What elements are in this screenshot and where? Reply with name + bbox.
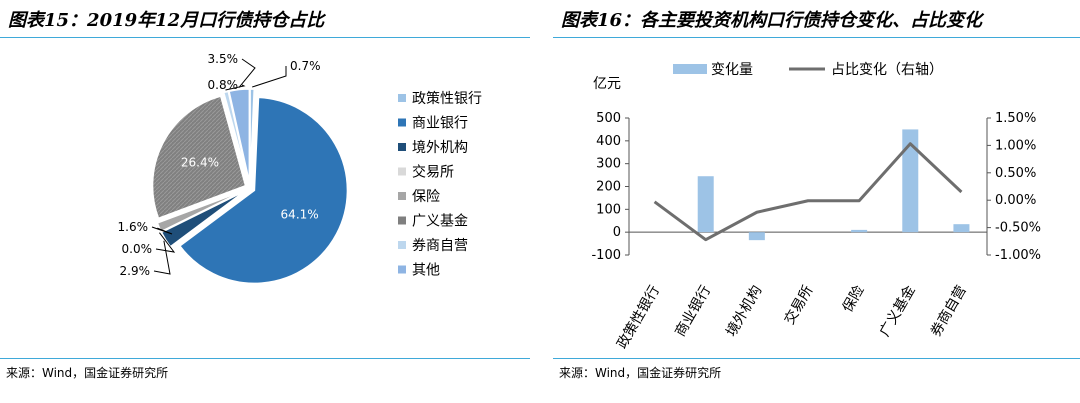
x-tick-label: 保险 <box>840 283 868 315</box>
y2-tick-label: 1.00% <box>995 138 1036 153</box>
y-tick-label: -100 <box>591 248 621 263</box>
bar <box>953 224 970 233</box>
pie-slice <box>178 96 349 285</box>
y2-tick-label: -0.50% <box>995 221 1041 236</box>
pie-slice <box>151 95 247 220</box>
pie-data-label: 64.1% <box>281 207 319 221</box>
x-tick-label: 券商自营 <box>928 283 970 339</box>
combo-chart: 500 400 300 200 100 0 -100 1.50% 1.00% 0.50% 0.00%… <box>591 62 1041 352</box>
combo-panel: 图表16：各主要投资机构口行债持仓变化、占比变化 500 400 300 200 100… <box>553 0 1080 403</box>
pie-source-note: 来源：Wind，国金证券研究所 <box>6 366 169 380</box>
y2-tick-label: 0.00% <box>995 193 1036 208</box>
pie-slice <box>222 90 250 183</box>
legend-entry: 商业银行 <box>412 116 468 132</box>
legend-entry: 占比变化（右轴） <box>831 62 943 78</box>
y2-tick-label: -1.00% <box>995 248 1041 263</box>
legend-swatch <box>398 118 406 127</box>
pie-leader-line <box>153 240 171 275</box>
pie-chart-title: 图表15：2019年12月口行债持仓占比 <box>8 10 325 31</box>
y2-tick-label: 0.50% <box>995 166 1036 181</box>
bar <box>851 229 868 233</box>
source-rule <box>0 358 530 359</box>
y2-tick-label: 1.50% <box>995 111 1036 126</box>
legend-entry: 交易所 <box>412 164 454 181</box>
bar <box>697 176 714 233</box>
source-rule <box>553 358 1080 359</box>
x-tick-label: 商业银行 <box>672 283 714 339</box>
pie-slice <box>249 88 256 183</box>
pie-leader-line <box>225 84 246 91</box>
y-tick-label: 200 <box>596 180 621 195</box>
pie-data-label: 2.9% <box>120 264 151 278</box>
legend-entry: 广义基金 <box>412 213 468 230</box>
combo-source-note: 来源：Wind，国金证券研究所 <box>559 366 722 380</box>
pie-slice <box>228 88 251 183</box>
legend-entry: 境外机构 <box>412 140 468 156</box>
pie-data-label: 0.0% <box>122 242 153 256</box>
pie-data-label: 0.8% <box>208 78 239 92</box>
y-tick-label: 400 <box>596 134 621 149</box>
legend-swatch <box>398 265 406 274</box>
pie-slice <box>156 189 245 233</box>
legend-entry: 其他 <box>412 263 440 279</box>
pie-leader-line <box>252 66 287 88</box>
bar <box>902 129 919 233</box>
x-tick-label: 交易所 <box>781 283 817 328</box>
legend-swatch <box>398 241 406 249</box>
legend-entry: 变化量 <box>711 62 753 78</box>
legend-swatch <box>398 192 406 200</box>
x-tick-label: 境外机构 <box>723 283 765 339</box>
legend-entry: 政策性银行 <box>412 90 482 107</box>
legend-entry: 保险 <box>412 189 440 205</box>
title-rule <box>0 37 530 38</box>
pie-leader-line <box>155 232 176 253</box>
pie-leader-line <box>151 226 173 235</box>
pie-data-label: 26.4% <box>181 156 219 170</box>
pie-chart: 0.7% 64.1% 2.9% 0.0% 1.6% 26.4% 0.8% 3.5% 政策性银行商… <box>118 52 482 285</box>
legend-swatch <box>398 143 406 151</box>
pie-data-label: 3.5% <box>208 52 239 66</box>
pie-data-label: 0.7% <box>290 59 321 73</box>
legend-swatch <box>398 94 406 102</box>
y-axis-unit: 亿元 <box>593 76 621 92</box>
title-rule <box>553 37 1080 38</box>
y-tick-label: 300 <box>596 157 621 172</box>
legend-swatch <box>673 64 707 74</box>
x-tick-label: 政策性银行 <box>613 283 663 352</box>
combo-chart-title: 图表16：各主要投资机构口行债持仓变化、占比变化 <box>561 10 983 31</box>
line-series <box>653 142 963 242</box>
pie-data-label: 1.6% <box>118 220 149 234</box>
legend-entry: 券商自营 <box>412 238 468 254</box>
pie-leader-line <box>238 58 256 88</box>
y-tick-label: 100 <box>596 202 621 217</box>
legend-swatch <box>398 167 406 176</box>
bar <box>748 232 765 241</box>
y-tick-label: 0 <box>613 225 621 240</box>
y-tick-label: 500 <box>596 111 621 126</box>
legend-swatch <box>398 216 406 225</box>
pie-panel: 图表15：2019年12月口行债持仓占比 0.7% 64.1% 2.9% 0.0% 1.… <box>0 0 530 403</box>
x-tick-label: 广义基金 <box>876 283 919 340</box>
